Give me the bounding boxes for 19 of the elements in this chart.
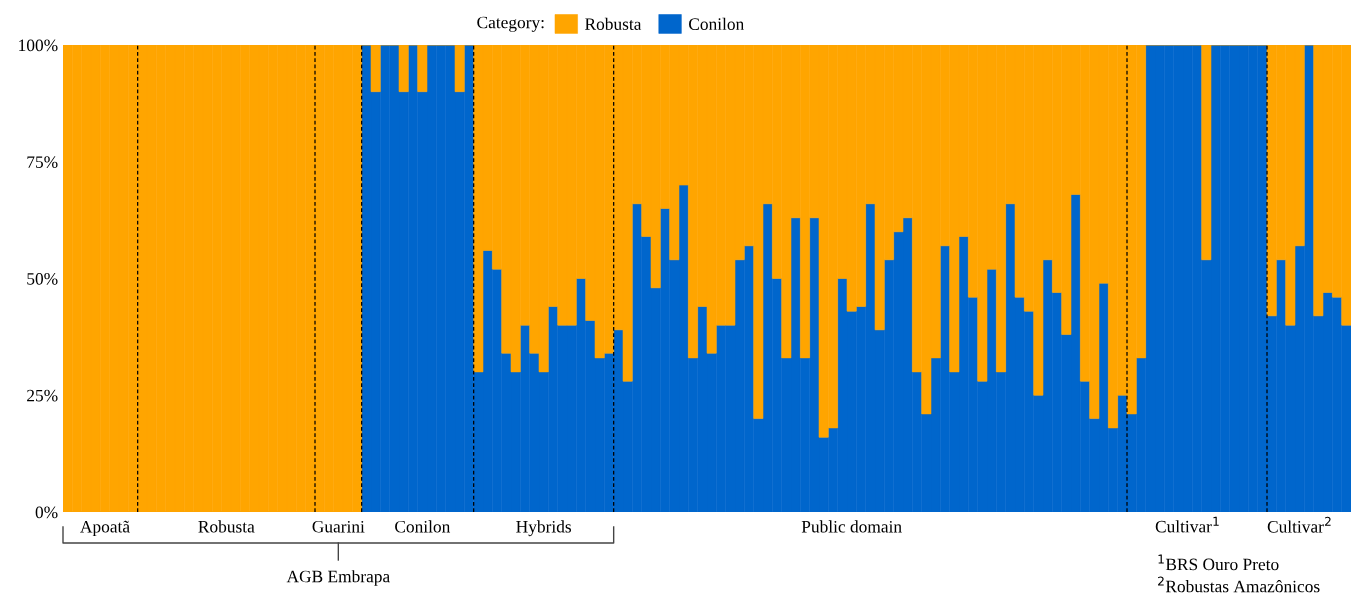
x-tick-label: Guarini <box>312 520 365 533</box>
y-tick-label: 25% <box>27 389 58 402</box>
y-tick-label: 100% <box>19 39 58 52</box>
text: $^{1}$BRS Ouro Preto <box>1158 554 1279 571</box>
x-tick-label: Cultivar$^{1}$ <box>1155 516 1219 533</box>
y-tick-label: 0% <box>35 506 58 519</box>
x-tick-label: Conilon <box>395 520 451 533</box>
x-tick-label: Cultivar$^{2}$ <box>1267 516 1331 533</box>
legend-label: Robusta <box>585 17 642 30</box>
legend-label: Conilon <box>689 17 744 30</box>
text: AGB Embrapa <box>286 570 390 586</box>
text: $^{2}$Robustas Amazônicos <box>1158 576 1320 593</box>
y-tick-label: 50% <box>27 272 58 285</box>
x-tick-label: Robusta <box>198 520 255 533</box>
x-tick-label: Apoatã <box>80 520 130 537</box>
x-tick-label: Hybrids <box>516 520 572 537</box>
legend-title: Category: <box>477 16 544 32</box>
y-tick-label: 75% <box>27 156 58 168</box>
x-tick-label: Public domain <box>801 520 902 533</box>
